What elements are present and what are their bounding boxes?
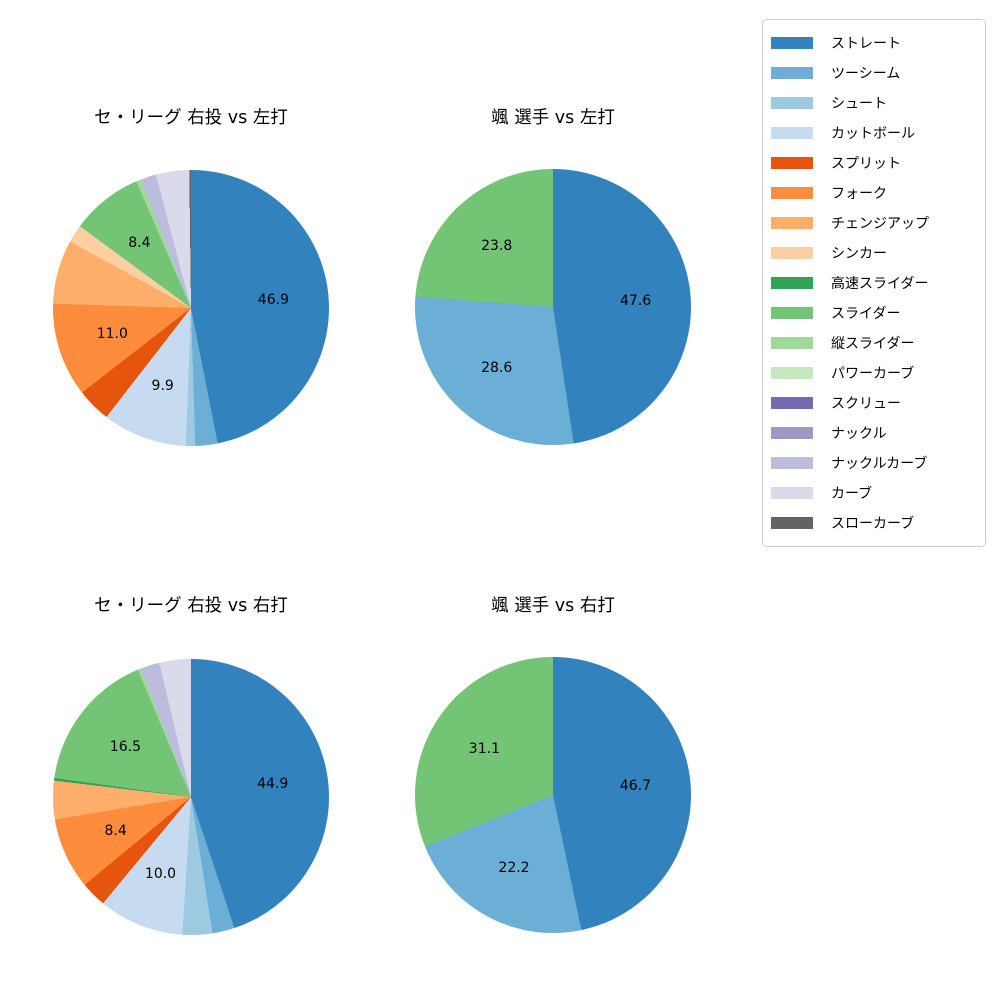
slice-value-label: 8.4: [104, 823, 127, 840]
slice-value-label: 46.7: [619, 778, 651, 795]
slice-value-label: 44.9: [257, 775, 289, 792]
pie-graphic: 47.6 28.6 23.8: [415, 169, 691, 445]
legend-swatch: [771, 247, 813, 259]
legend-item: ツーシーム: [771, 58, 979, 88]
chart-title: 颯 選手 vs 右打: [491, 596, 615, 616]
legend-item: スクリュー: [771, 388, 979, 418]
legend-label: スプリット: [831, 156, 901, 172]
legend-swatch: [771, 427, 813, 439]
legend-item: ストレート: [771, 28, 979, 58]
legend-swatch: [771, 517, 813, 529]
pie-graphic: 44.9 10.0 8.4 16.5: [53, 659, 329, 935]
legend-item: スライダー: [771, 298, 979, 328]
legend-item: カーブ: [771, 478, 979, 508]
legend-item: シンカー: [771, 238, 979, 268]
legend-item: スローカーブ: [771, 508, 979, 538]
slice-value-label: 11.0: [96, 325, 128, 342]
legend-label: カーブ: [831, 486, 873, 502]
legend-label: ツーシーム: [831, 66, 901, 82]
pie-graphic: 46.9 9.9 11.0 8.4: [53, 170, 329, 446]
legend-label: スライダー: [831, 306, 901, 322]
legend-label: 高速スライダー: [831, 276, 929, 292]
legend-item: カットボール: [771, 118, 979, 148]
legend-item: ナックルカーブ: [771, 448, 979, 478]
legend-item: 高速スライダー: [771, 268, 979, 298]
legend-item: スプリット: [771, 148, 979, 178]
legend-label: シンカー: [831, 246, 887, 262]
legend-item: フォーク: [771, 178, 979, 208]
legend-swatch: [771, 367, 813, 379]
chart-title: 颯 選手 vs 左打: [491, 108, 615, 128]
chart-title: セ・リーグ 右投 vs 右打: [94, 596, 288, 616]
legend-box: ストレートツーシームシュートカットボール スプリットフォークチェンジアップ シンカー…: [762, 19, 986, 547]
legend-label: ナックル: [831, 426, 887, 442]
slice-value-label: 23.8: [481, 238, 513, 255]
legend-label: 縦スライダー: [831, 336, 915, 352]
pie-graphic: 46.7 22.2 31.1: [415, 657, 691, 933]
legend-item: シュート: [771, 88, 979, 118]
legend-swatch: [771, 127, 813, 139]
legend-label: フォーク: [831, 186, 887, 202]
legend-swatch: [771, 487, 813, 499]
legend-swatch: [771, 457, 813, 469]
slice-value-label: 46.9: [257, 291, 289, 308]
legend-swatch: [771, 37, 813, 49]
chart-title: セ・リーグ 右投 vs 左打: [94, 108, 288, 128]
slice-value-label: 10.0: [144, 866, 177, 882]
legend-item: パワーカーブ: [771, 358, 979, 388]
slice-value-label: 31.1: [468, 740, 500, 757]
slice-value-label: 22.2: [498, 860, 530, 877]
legend-swatch: [771, 337, 813, 349]
legend-label: シュート: [831, 96, 887, 112]
legend-swatch: [771, 67, 813, 79]
legend-swatch: [771, 97, 813, 109]
legend-swatch: [771, 157, 813, 169]
legend-label: ストレート: [831, 36, 901, 52]
legend-item: ナックル: [771, 418, 979, 448]
slice-value-label: 8.4: [128, 235, 151, 252]
legend-item: チェンジアップ: [771, 208, 979, 238]
legend-label: スローカーブ: [831, 516, 915, 532]
slice-value-label: 47.6: [620, 292, 652, 309]
legend-label: カットボール: [831, 126, 915, 142]
legend-swatch: [771, 217, 813, 229]
legend-swatch: [771, 397, 813, 409]
legend-swatch: [771, 277, 813, 289]
legend-label: ナックルカーブ: [831, 456, 928, 472]
legend-swatch: [771, 307, 813, 319]
slice-value-label: 28.6: [481, 359, 513, 376]
legend-item: 縦スライダー: [771, 328, 979, 358]
legend-swatch: [771, 187, 813, 199]
legend-label: スクリュー: [831, 396, 901, 412]
slice-value-label: 9.9: [151, 377, 174, 394]
legend-label: チェンジアップ: [831, 216, 929, 232]
slice-value-label: 16.5: [109, 738, 141, 755]
legend-label: パワーカーブ: [831, 366, 915, 382]
